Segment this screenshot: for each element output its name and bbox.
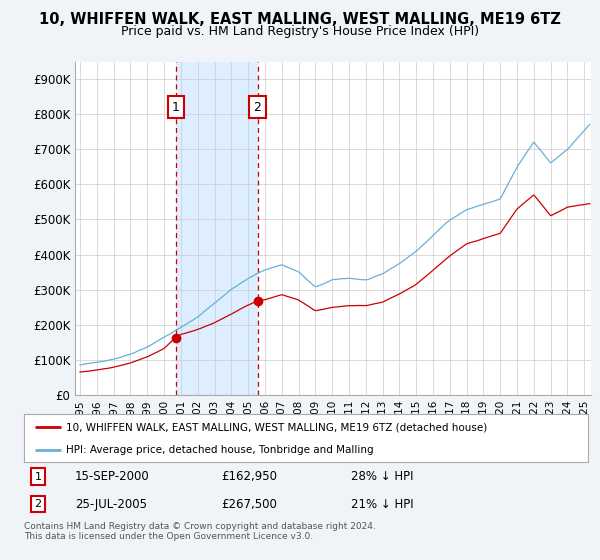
Text: 15-SEP-2000: 15-SEP-2000 — [75, 470, 149, 483]
Text: 1: 1 — [35, 472, 41, 482]
Text: Price paid vs. HM Land Registry's House Price Index (HPI): Price paid vs. HM Land Registry's House … — [121, 25, 479, 38]
Text: 2: 2 — [254, 101, 262, 114]
Text: Contains HM Land Registry data © Crown copyright and database right 2024.
This d: Contains HM Land Registry data © Crown c… — [24, 522, 376, 542]
Text: 10, WHIFFEN WALK, EAST MALLING, WEST MALLING, ME19 6TZ: 10, WHIFFEN WALK, EAST MALLING, WEST MAL… — [39, 12, 561, 27]
Text: 1: 1 — [172, 101, 180, 114]
Text: 10, WHIFFEN WALK, EAST MALLING, WEST MALLING, ME19 6TZ (detached house): 10, WHIFFEN WALK, EAST MALLING, WEST MAL… — [66, 422, 488, 432]
Text: 28% ↓ HPI: 28% ↓ HPI — [351, 470, 413, 483]
Text: £267,500: £267,500 — [221, 498, 277, 511]
Bar — [176, 62, 257, 395]
Text: 2: 2 — [35, 499, 41, 509]
Text: 21% ↓ HPI: 21% ↓ HPI — [351, 498, 414, 511]
Text: HPI: Average price, detached house, Tonbridge and Malling: HPI: Average price, detached house, Tonb… — [66, 445, 374, 455]
Text: £162,950: £162,950 — [221, 470, 277, 483]
Text: 25-JUL-2005: 25-JUL-2005 — [75, 498, 147, 511]
